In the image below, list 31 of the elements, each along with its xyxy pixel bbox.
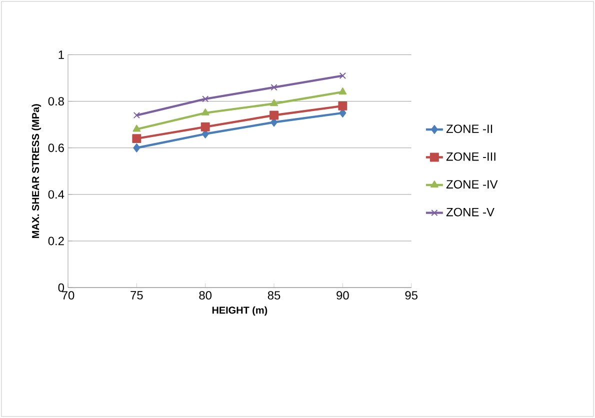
x-tick-label: 95 — [405, 291, 418, 300]
x-tick-label: 90 — [336, 291, 349, 300]
legend-label: ZONE -V — [446, 208, 494, 216]
x-tick-label: 75 — [130, 291, 143, 300]
x-tick-label: 85 — [268, 291, 280, 300]
point — [338, 102, 348, 110]
point — [133, 112, 140, 119]
x-tick-label: 80 — [199, 291, 212, 300]
point — [133, 143, 140, 152]
point — [200, 122, 210, 132]
point — [132, 134, 142, 144]
y-tick-label: 0.8 — [48, 97, 64, 106]
legend-label: ZONE -II — [446, 124, 492, 134]
y-tick-label: 0.4 — [48, 190, 64, 199]
point — [270, 110, 278, 120]
point — [202, 96, 209, 102]
y-tick-label: 0.6 — [48, 144, 64, 152]
point — [338, 88, 347, 95]
legend-label: ZONE -IV — [446, 180, 498, 189]
point — [339, 72, 346, 80]
point — [132, 124, 141, 132]
y-tick-label: 0.2 — [48, 236, 64, 246]
y-axis-title: MAX. SHEAR STRESS (MPa) — [32, 104, 42, 238]
point — [270, 84, 278, 91]
y-tick-label: 0 — [58, 283, 64, 292]
point — [270, 99, 278, 106]
x-tick-label: 70 — [62, 291, 74, 300]
x-axis-title: HEIGHT (m) — [212, 306, 268, 316]
legend-label: ZONE -III — [446, 152, 496, 161]
point — [201, 108, 210, 116]
y-tick-label: 1 — [58, 50, 64, 59]
